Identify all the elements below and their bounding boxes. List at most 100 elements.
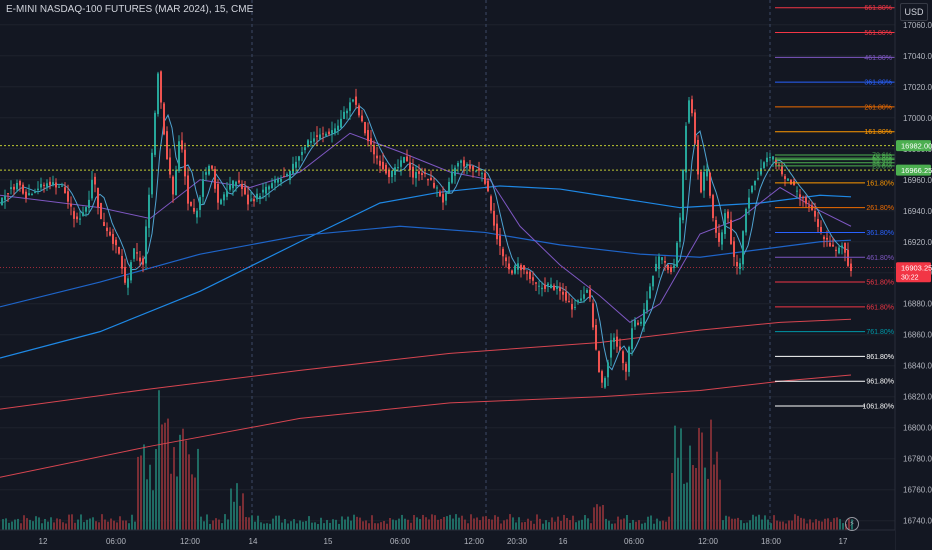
- candle: [838, 247, 840, 254]
- volume-bar: [683, 483, 685, 530]
- candle: [556, 286, 558, 289]
- volume-bar: [209, 523, 211, 530]
- price-tick-label: 16760.00: [903, 486, 932, 495]
- candle: [292, 163, 294, 174]
- candle: [304, 147, 306, 151]
- volume-bar: [722, 520, 724, 530]
- fib-level-label: 361.80%: [866, 230, 894, 237]
- candle: [505, 257, 507, 262]
- volume-bar: [116, 522, 118, 530]
- fib-level-label: 61.8%: [872, 156, 892, 163]
- time-tick-label: 12:00: [464, 537, 485, 546]
- volume-bar: [248, 517, 250, 530]
- volume-bar: [341, 516, 343, 530]
- candle: [355, 96, 357, 105]
- candle: [166, 131, 168, 160]
- volume-bar: [677, 457, 679, 530]
- candle: [280, 178, 282, 182]
- candle: [271, 183, 273, 189]
- volume-bar: [713, 464, 715, 530]
- fib-level-label: 861.80%: [866, 354, 894, 361]
- candle: [724, 213, 726, 235]
- candle: [388, 170, 390, 178]
- volume-bar: [416, 517, 418, 530]
- candle: [67, 191, 69, 202]
- candle: [493, 210, 495, 226]
- candle: [832, 244, 834, 247]
- candle: [814, 210, 816, 217]
- time-tick-label: 16: [559, 537, 568, 546]
- volume-bar: [413, 515, 415, 530]
- volume-bar: [554, 521, 556, 530]
- currency-button[interactable]: USD: [900, 3, 928, 21]
- candle: [346, 110, 348, 114]
- volume-bar: [731, 518, 733, 530]
- volume-bar: [629, 522, 631, 530]
- candle: [544, 284, 546, 289]
- candle: [265, 186, 267, 194]
- candle: [652, 275, 654, 287]
- candle: [427, 178, 429, 181]
- volume-bar: [653, 523, 655, 530]
- fib-level-label: 961.80%: [866, 379, 894, 386]
- volume-bar: [260, 522, 262, 530]
- volume-bar: [377, 523, 379, 530]
- volume-bar: [149, 464, 151, 530]
- volume-bar: [326, 519, 328, 530]
- volume-bar: [230, 488, 232, 530]
- price-tick-label: 16800.00: [903, 424, 932, 433]
- candle: [565, 292, 567, 301]
- flash-icon[interactable]: ⚡: [845, 517, 859, 531]
- volume-bar: [614, 523, 616, 530]
- price-tick-label: 16920.00: [903, 238, 932, 247]
- price-tick-label: 16840.00: [903, 362, 932, 371]
- volume-bar: [50, 517, 52, 530]
- candle: [256, 193, 258, 200]
- volume-bar: [257, 515, 259, 530]
- candle: [535, 282, 537, 284]
- volume-bar: [323, 523, 325, 530]
- volume-bar: [8, 522, 10, 530]
- volume-bar: [671, 472, 673, 530]
- candle: [286, 174, 288, 176]
- time-tick-label: 17: [839, 537, 848, 546]
- volume-bar: [29, 519, 31, 530]
- volume-bar: [464, 519, 466, 530]
- candle: [529, 271, 531, 280]
- volume-bar: [782, 521, 784, 530]
- volume-bar: [335, 519, 337, 530]
- volume-bar: [383, 520, 385, 530]
- time-tick-label: 15: [324, 537, 333, 546]
- volume-bar: [752, 514, 754, 530]
- volume-bar: [140, 455, 142, 530]
- volume-bar: [839, 519, 841, 530]
- candle: [766, 157, 768, 162]
- volume-bar: [767, 519, 769, 530]
- candle: [277, 179, 279, 183]
- candle: [64, 187, 66, 194]
- candle: [775, 159, 777, 165]
- candle: [370, 138, 372, 145]
- fib-level-label: 661.80%: [864, 5, 892, 12]
- candle: [268, 186, 270, 190]
- price-tick-label: 16820.00: [903, 393, 932, 402]
- volume-bar: [533, 523, 535, 530]
- candle: [751, 185, 753, 193]
- volume-bar: [740, 520, 742, 530]
- volume-bar: [185, 440, 187, 530]
- volume-bar: [560, 520, 562, 530]
- volume-bar: [329, 522, 331, 530]
- candle: [439, 191, 441, 197]
- candle: [103, 222, 105, 226]
- candle: [106, 227, 108, 232]
- volume-bar: [401, 514, 403, 530]
- candle: [736, 261, 738, 267]
- candle: [262, 189, 264, 193]
- volume-bar: [299, 520, 301, 530]
- candle: [820, 226, 822, 232]
- candle: [373, 145, 375, 155]
- volume-bar: [59, 519, 61, 530]
- volume-bar: [17, 518, 19, 530]
- candle: [217, 183, 219, 203]
